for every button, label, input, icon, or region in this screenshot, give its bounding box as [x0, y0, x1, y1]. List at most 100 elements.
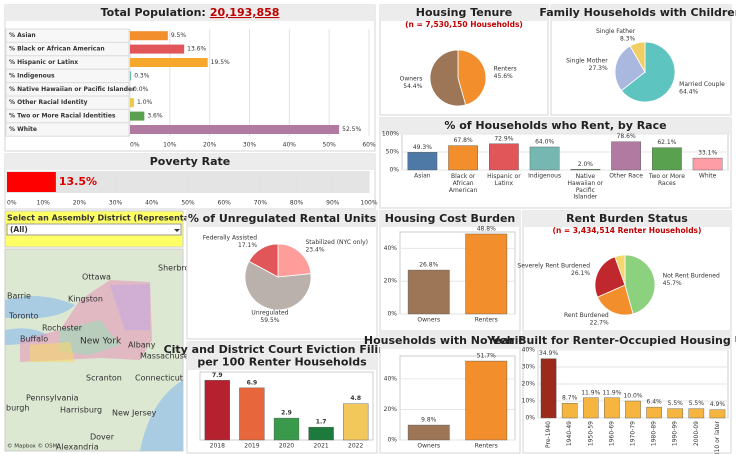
value-label: 13.6%	[187, 46, 206, 53]
bar	[407, 152, 438, 171]
y-tick-label: 0%	[387, 437, 397, 444]
map-label: Buffalo	[20, 335, 48, 344]
slice-value: 64.4%	[679, 89, 698, 96]
subtitle: (n = 3,434,514 Renter Households)	[553, 226, 702, 235]
bar	[130, 111, 145, 121]
category-label: 1960-69	[608, 421, 615, 446]
y-tick-label: 0%	[525, 415, 535, 422]
bar	[407, 269, 450, 315]
title-text: % of Households who Rent, by Race	[444, 119, 666, 132]
x-tick-label: 30%	[109, 200, 123, 207]
category-label: 2000-09	[693, 421, 700, 446]
value-label: 3.6%	[147, 113, 163, 120]
map[interactable]: Ottawa Sherbroo Kingston Barrie Toronto …	[4, 248, 194, 452]
pie-slice	[620, 41, 676, 103]
panel-title: Year Built for Renter-Occupied Housing U…	[486, 334, 736, 347]
category-label: 1980-89	[651, 421, 658, 446]
pie-slice	[594, 256, 626, 298]
slice-label: Not Rent Burdened	[663, 272, 720, 279]
panel-title: Households with No Vehicle	[364, 334, 536, 347]
bar	[692, 157, 723, 171]
value-label: 49.3%	[413, 144, 432, 151]
bar	[570, 169, 601, 171]
bar	[709, 409, 726, 419]
map-label: Rochester	[42, 324, 83, 333]
category-label: 2022	[348, 443, 363, 450]
panel-header	[380, 118, 731, 134]
x-tick-label: 10%	[163, 142, 177, 149]
y-tick-label: 40%	[384, 375, 398, 382]
value-label: 19.5%	[211, 59, 230, 66]
slice-value: 45.7%	[663, 280, 682, 287]
x-tick-label: 100%	[360, 200, 377, 207]
bar	[625, 400, 641, 419]
value-label: 11.9%	[581, 389, 600, 396]
category-label: % Indigenous	[9, 72, 55, 79]
bar	[308, 426, 334, 441]
map-label: Massachuse	[140, 352, 189, 361]
value-label: 64.0%	[535, 138, 554, 145]
category-label: 1950-59	[587, 421, 594, 446]
value-label: 2.9	[281, 410, 292, 417]
x-tick-label: 70%	[254, 200, 268, 207]
panel-header	[5, 5, 375, 21]
bar	[407, 424, 450, 441]
bar	[130, 44, 185, 54]
map-label: Harrisburg	[60, 406, 102, 415]
map-label: Barrie	[7, 292, 31, 301]
map-districts	[30, 342, 75, 362]
category-label: % Asian	[9, 32, 36, 39]
map-attribution: © Mapbox © OSM	[7, 443, 58, 450]
value-label: 62.1%	[657, 139, 676, 146]
title-text: Housing Cost Burden	[385, 212, 516, 225]
panel-title: Housing Cost Burden	[385, 212, 516, 225]
y-tick-label: 30%	[522, 364, 536, 371]
bar	[529, 146, 560, 171]
map-label: Kingston	[68, 295, 103, 304]
value-label: 6.9	[247, 379, 258, 386]
map-label: Scranton	[86, 374, 122, 383]
category-label: % Two or More Racial Identities	[9, 113, 116, 120]
bar	[465, 233, 508, 315]
x-tick-label: 50%	[322, 142, 336, 149]
title-text: Housing Tenure	[416, 6, 513, 19]
value-label: 1.7	[316, 419, 327, 426]
y-tick-label: 20%	[384, 278, 398, 285]
slice-label: Rent Burdened	[564, 312, 609, 319]
panel-header	[380, 211, 520, 227]
category-label: 1940-49	[566, 421, 573, 446]
panel-header	[380, 333, 520, 349]
x-tick-label: 60%	[362, 142, 376, 149]
filter-value[interactable]: (All)	[10, 225, 28, 234]
map-label: Sherbroo	[158, 264, 194, 273]
pie-slice	[248, 243, 279, 278]
panel-title: City and District Court Eviction Filings…	[164, 343, 401, 369]
map-label: New York	[80, 337, 122, 347]
bar	[688, 408, 705, 419]
pie-slice	[614, 254, 626, 286]
title-text: Year Built for Renter-Occupied Housing U…	[486, 334, 736, 347]
slice-label: Unregulated	[251, 310, 288, 317]
x-tick-label: 0%	[130, 142, 140, 149]
panel-title: % of Households who Rent, by Race	[444, 119, 666, 132]
category-label: 2021	[313, 443, 328, 450]
total-population: 20,193,858	[210, 6, 280, 19]
panel-title: % of Unregulated Rental Units	[188, 212, 377, 225]
bar	[130, 31, 168, 41]
map-label: Albany	[128, 341, 156, 350]
value-label: 9.8%	[421, 417, 437, 424]
x-tick-label: 40%	[145, 200, 159, 207]
value-label: 8.7%	[562, 395, 578, 402]
pie-slice	[629, 41, 646, 74]
slice-label: Renters	[494, 66, 517, 73]
panel-header	[187, 342, 377, 370]
filter-select[interactable]	[6, 223, 182, 236]
category-label: % Black or African American	[9, 46, 105, 53]
pie-slice	[429, 49, 467, 107]
category-label: % White	[9, 126, 37, 133]
y-tick-label: 20%	[384, 406, 398, 413]
slice-value: 54.4%	[403, 83, 422, 90]
dropdown-arrow[interactable]	[174, 229, 180, 232]
slice-label: Federally Assisted	[203, 234, 257, 241]
category-label: Renters	[475, 443, 498, 450]
